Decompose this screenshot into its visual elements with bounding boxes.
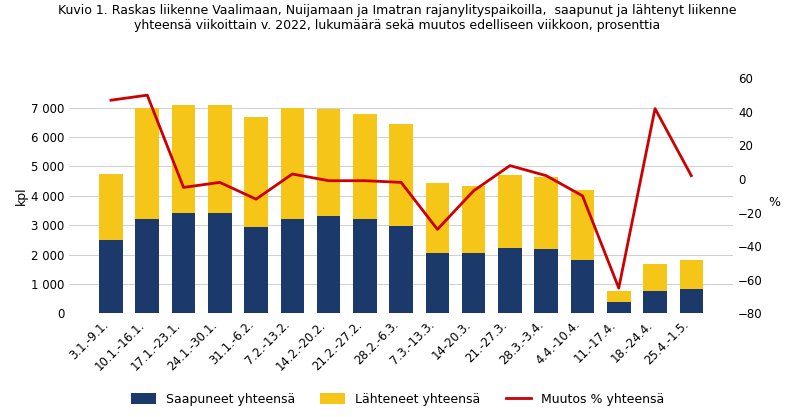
Muutos % yhteensä (578, 193, 588, 198)
Bar (317, 216, 340, 313)
Muutos % yhteensä (215, 180, 224, 185)
Bar (390, 124, 413, 226)
Muutos % yhteensä (469, 188, 479, 193)
Y-axis label: %: % (768, 196, 780, 209)
Bar (99, 240, 122, 313)
Bar (498, 248, 522, 313)
Muutos % yhteensä (614, 286, 623, 291)
Bar (135, 219, 159, 313)
Muutos % yhteensä (360, 178, 370, 183)
Bar (571, 260, 595, 313)
Legend: Saapuneet yhteensä, Lähteneet yhteensä, Muutos % yhteensä: Saapuneet yhteensä, Lähteneet yhteensä, … (126, 388, 669, 411)
Bar (425, 183, 449, 253)
Muutos % yhteensä (142, 93, 152, 98)
Bar (208, 105, 231, 214)
Muutos % yhteensä (251, 197, 261, 202)
Bar (571, 190, 595, 260)
Bar (607, 302, 630, 313)
Muutos % yhteensä (687, 173, 696, 178)
Bar (281, 108, 304, 219)
Muutos % yhteensä (324, 178, 333, 183)
Bar (534, 177, 558, 249)
Bar (281, 219, 304, 313)
Y-axis label: kpl: kpl (15, 186, 28, 205)
Bar (462, 253, 486, 313)
Text: Kuvio 1. Raskas liikenne Vaalimaan, Nuijamaan ja Imatran rajanylityspaikoilla,  : Kuvio 1. Raskas liikenne Vaalimaan, Nuij… (58, 4, 737, 32)
Muutos % yhteensä (288, 171, 297, 176)
Muutos % yhteensä (397, 180, 406, 185)
Bar (498, 175, 522, 248)
Bar (244, 226, 268, 313)
Bar (462, 186, 486, 253)
Bar (425, 253, 449, 313)
Muutos % yhteensä (179, 185, 188, 190)
Muutos % yhteensä (541, 173, 551, 178)
Muutos % yhteensä (107, 98, 116, 103)
Bar (353, 219, 377, 313)
Bar (390, 226, 413, 313)
Bar (534, 249, 558, 313)
Line: Muutos % yhteensä: Muutos % yhteensä (111, 95, 692, 288)
Bar (353, 113, 377, 219)
Bar (680, 289, 703, 313)
Bar (244, 116, 268, 226)
Muutos % yhteensä (432, 227, 442, 232)
Muutos % yhteensä (505, 163, 514, 168)
Bar (208, 214, 231, 313)
Bar (643, 291, 667, 313)
Bar (135, 108, 159, 219)
Bar (643, 264, 667, 291)
Muutos % yhteensä (650, 106, 660, 111)
Bar (607, 291, 630, 302)
Bar (99, 174, 122, 240)
Bar (680, 260, 703, 289)
Bar (172, 105, 196, 214)
Bar (172, 214, 196, 313)
Bar (317, 109, 340, 216)
